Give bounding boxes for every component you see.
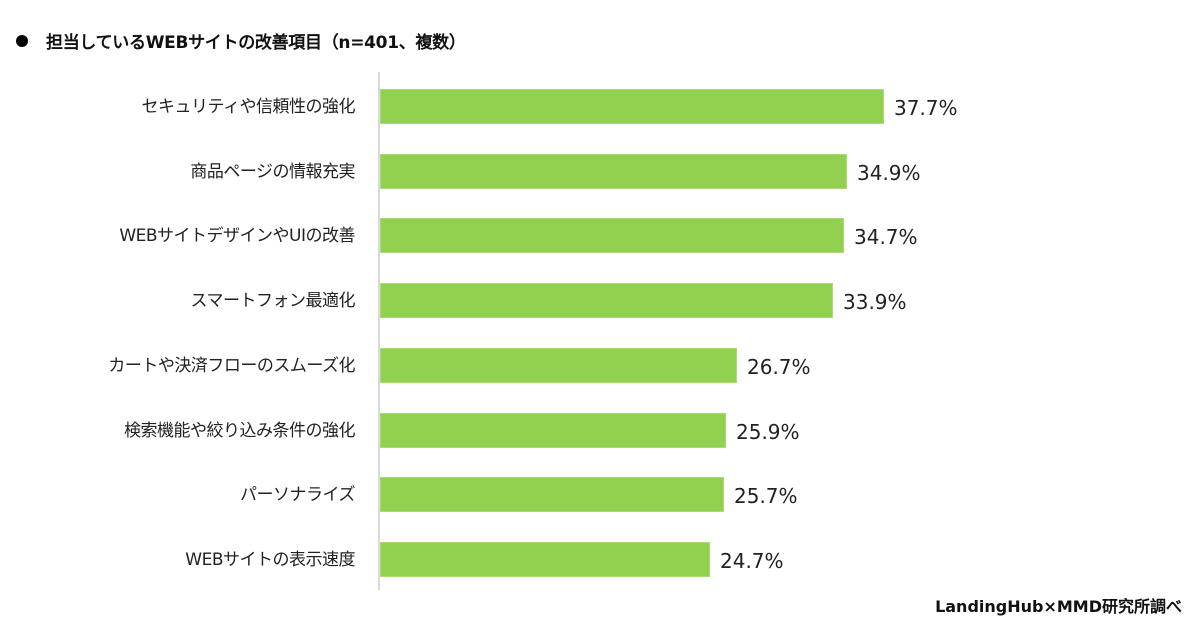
bar-row: カートや決済フローのスムーズ化 26.7% [0,348,1200,384]
category-label: スマートフォン最適化 [190,291,356,311]
value-label: 25.9% [736,420,800,444]
category-label: パーソナライズ [240,485,356,505]
bar-row: 商品ページの情報充実 34.9% [0,154,1200,190]
value-label: 34.7% [854,225,918,249]
bar [380,348,737,383]
category-axis [378,72,380,590]
bar-row: パーソナライズ 25.7% [0,477,1200,513]
category-label: 検索機能や絞り込み条件の強化 [124,421,356,441]
value-label: 25.7% [734,484,798,508]
value-label: 33.9% [843,290,907,314]
bar [380,477,724,512]
chart-title-text: 担当しているWEBサイトの改善項目（n=401、複数） [46,33,466,53]
bar [380,413,726,448]
bar [380,218,844,253]
value-label: 24.7% [720,549,784,573]
bar [380,542,710,577]
bar-row: WEBサイトの表示速度 24.7% [0,542,1200,578]
bar-row: セキュリティや信頼性の強化 37.7% [0,89,1200,125]
bar-row: スマートフォン最適化 33.9% [0,283,1200,319]
category-label: WEBサイトの表示速度 [185,550,355,570]
category-label: カートや決済フローのスムーズ化 [108,356,355,376]
bar-row: 検索機能や絞り込み条件の強化 25.9% [0,413,1200,449]
bar [380,154,847,189]
bar-row: WEBサイトデザインやUIの改善 34.7% [0,218,1200,254]
value-label: 37.7% [894,96,958,120]
bar [380,89,884,124]
bullet-icon [16,34,28,47]
value-label: 26.7% [747,355,811,379]
value-label: 34.9% [857,161,921,185]
category-label: 商品ページの情報充実 [190,162,355,182]
source-note: LandingHub×MMD研究所調べ [935,597,1182,616]
chart-title: 担当しているWEBサイトの改善項目（n=401、複数） [10,28,466,53]
bar [380,283,833,318]
category-label: セキュリティや信頼性の強化 [141,97,356,117]
category-label: WEBサイトデザインやUIの改善 [119,226,355,246]
